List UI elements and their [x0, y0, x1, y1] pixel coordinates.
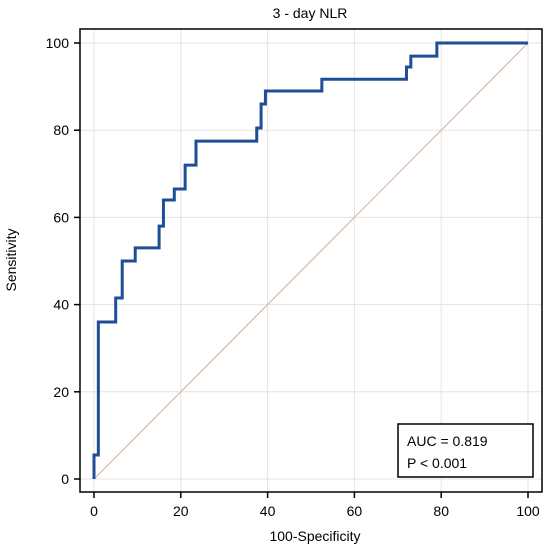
- reference-diagonal-line: [94, 43, 528, 479]
- y-tick-label: 80: [53, 122, 69, 138]
- x-tick-label: 0: [90, 503, 98, 519]
- y-tick-label: 100: [46, 35, 70, 51]
- x-axis-label: 100-Specificity: [269, 528, 360, 544]
- x-tick-label: 80: [433, 503, 449, 519]
- y-tick-label: 40: [53, 297, 69, 313]
- series-group: [94, 43, 528, 479]
- x-tick-label: 40: [260, 503, 276, 519]
- legend: AUC = 0.819 P < 0.001: [398, 424, 533, 477]
- y-axis-label: Sensitivity: [3, 228, 19, 291]
- y-tick-label: 0: [61, 471, 69, 487]
- chart-title: 3 - day NLR: [273, 5, 348, 21]
- x-tick-label: 60: [347, 503, 363, 519]
- x-tick-label: 20: [173, 503, 189, 519]
- x-tick-label: 100: [516, 503, 540, 519]
- legend-pvalue: P < 0.001: [407, 455, 467, 471]
- y-tick-label: 60: [53, 209, 69, 225]
- y-tick-label: 20: [53, 384, 69, 400]
- legend-auc: AUC = 0.819: [407, 433, 488, 449]
